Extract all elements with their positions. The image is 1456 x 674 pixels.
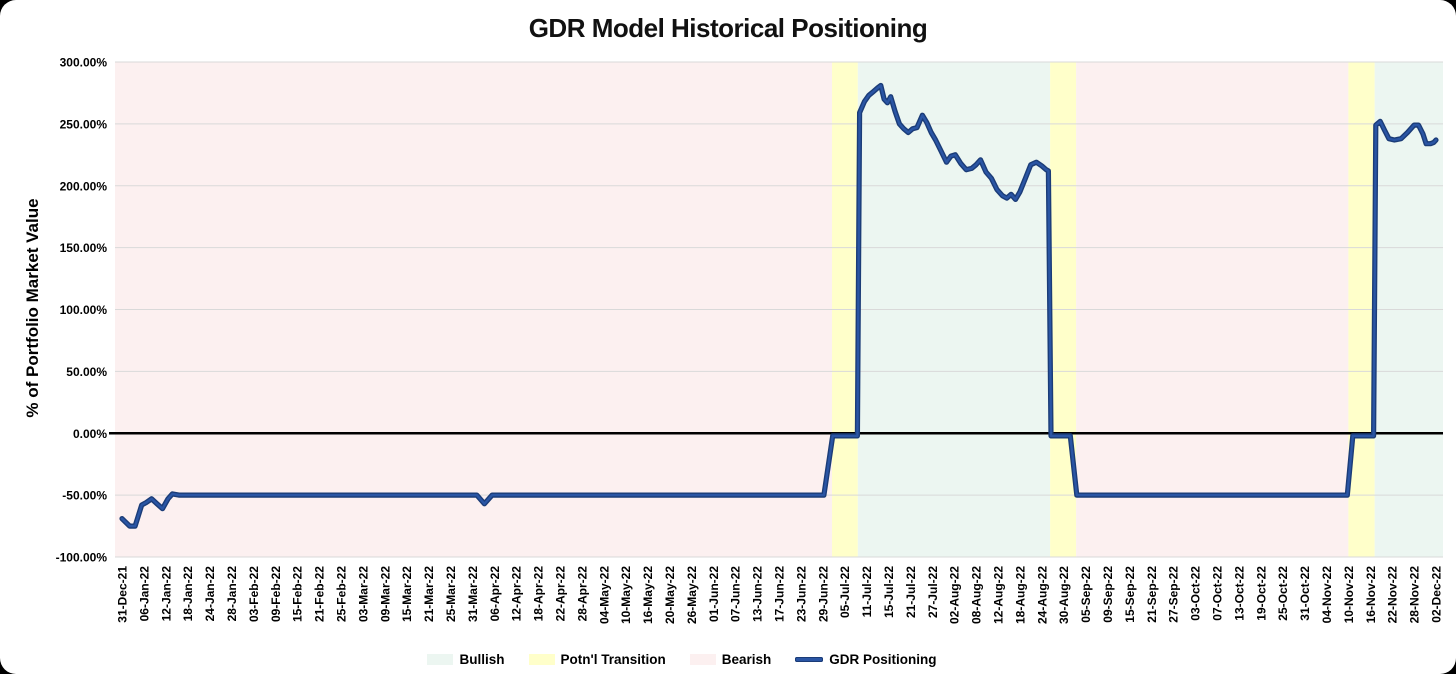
x-tick-label: 15-Feb-22 (291, 566, 305, 622)
x-tick-label: 24-Jan-22 (203, 566, 217, 622)
x-tick-label: 12-Jan-22 (159, 566, 173, 622)
x-tick-label: 02-Aug-22 (948, 566, 962, 624)
x-tick-label: 07-Oct-22 (1211, 566, 1225, 621)
line-swatch-icon (795, 657, 824, 662)
x-tick-label: 16-May-22 (641, 566, 655, 624)
y-tick-label: 250.00% (60, 117, 108, 131)
x-tick-label: 27-Jul-22 (926, 566, 940, 618)
x-tick-label: 21-Jul-22 (904, 566, 918, 618)
x-tick-label: 31-Oct-22 (1298, 566, 1312, 621)
x-tick-label: 01-Jun-22 (707, 566, 721, 622)
chart-title: GDR Model Historical Positioning (528, 13, 928, 43)
x-tick-label: 24-Aug-22 (1035, 566, 1049, 624)
x-tick-label: 13-Oct-22 (1232, 566, 1246, 621)
x-tick-label: 28-Nov-22 (1408, 566, 1422, 624)
x-tick-label: 22-Nov-22 (1386, 566, 1400, 624)
x-tick-label: 28-Apr-22 (575, 566, 589, 622)
x-tick-label: 21-Feb-22 (313, 566, 327, 622)
x-tick-label: 12-Aug-22 (992, 566, 1006, 624)
x-tick-label: 02-Dec-22 (1430, 566, 1444, 623)
x-tick-label: 04-Nov-22 (1320, 566, 1334, 624)
x-tick-label: 25-Oct-22 (1276, 566, 1290, 621)
x-tick-label: 03-Mar-22 (356, 566, 370, 622)
x-tick-label: 25-Feb-22 (335, 566, 349, 622)
x-tick-label: 11-Jul-22 (860, 566, 874, 618)
legend-item-gdr-positioning: GDR Positioning (795, 652, 937, 667)
y-tick-label: 100.00% (60, 303, 108, 317)
x-tick-label: 18-Jan-22 (181, 566, 195, 622)
y-tick-label: -50.00% (62, 489, 107, 503)
legend: Bullish Potn'l Transition Bearish GDR Po… (0, 652, 1410, 667)
y-tick-label: 50.00% (66, 365, 107, 379)
legend-label-bullish: Bullish (459, 652, 505, 667)
x-tick-label: 04-May-22 (597, 566, 611, 624)
x-tick-label: 06-Apr-22 (488, 566, 502, 622)
x-tick-label: 09-Sep-22 (1101, 566, 1115, 623)
x-tick-label: 10-May-22 (619, 566, 633, 624)
x-tick-label: 23-Jun-22 (794, 566, 808, 622)
x-tick-label: 27-Sep-22 (1167, 566, 1181, 623)
legend-label-bearish: Bearish (721, 652, 772, 667)
x-tick-label: 09-Mar-22 (378, 566, 392, 622)
x-tick-label: 17-Jun-22 (773, 566, 787, 622)
x-tick-label: 28-Jan-22 (225, 566, 239, 622)
x-tick-label: 06-Jan-22 (137, 566, 151, 622)
x-tick-label: 09-Feb-22 (269, 566, 283, 622)
x-tick-label: 05-Jul-22 (838, 566, 852, 618)
x-tick-label: 20-May-22 (663, 566, 677, 624)
x-tick-label: 29-Jun-22 (816, 566, 830, 622)
x-tick-label: 15-Mar-22 (400, 566, 414, 622)
x-tick-label: 18-Apr-22 (532, 566, 546, 622)
x-tick-label: 13-Jun-22 (751, 566, 765, 622)
x-tick-label: 21-Sep-22 (1145, 566, 1159, 623)
x-tick-label: 03-Feb-22 (247, 566, 261, 622)
x-tick-label: 19-Oct-22 (1254, 566, 1268, 621)
x-tick-label: 22-Apr-22 (554, 566, 568, 622)
x-tick-label: 18-Aug-22 (1013, 566, 1027, 624)
y-tick-label: 300.00% (60, 56, 108, 70)
y-tick-label: 150.00% (60, 241, 108, 255)
x-tick-label: 08-Aug-22 (970, 566, 984, 624)
y-tick-label: 0.00% (73, 427, 107, 441)
x-tick-label: 05-Sep-22 (1079, 566, 1093, 623)
x-tick-label: 12-Apr-22 (510, 566, 524, 622)
y-tick-label: -100.00% (56, 551, 108, 565)
x-tick-label: 21-Mar-22 (422, 566, 436, 622)
x-tick-label: 16-Nov-22 (1364, 566, 1378, 624)
legend-label-gdr-positioning: GDR Positioning (829, 652, 937, 667)
x-tick-label: 26-May-22 (685, 566, 699, 624)
x-tick-label: 25-Mar-22 (444, 566, 458, 622)
legend-item-transition: Potn'l Transition (528, 652, 666, 667)
x-tick-label: 31-Dec-21 (116, 566, 130, 623)
transition-swatch-icon (528, 654, 555, 665)
bearish-swatch-icon (689, 654, 716, 665)
x-tick-label: 10-Nov-22 (1342, 566, 1356, 624)
x-tick-label: 15-Sep-22 (1123, 566, 1137, 623)
bullish-swatch-icon (427, 654, 454, 665)
y-tick-label: 200.00% (60, 179, 108, 193)
legend-item-bearish: Bearish (689, 652, 772, 667)
x-tick-label: 15-Jul-22 (882, 566, 896, 618)
x-tick-label: 31-Mar-22 (466, 566, 480, 622)
x-tick-label: 07-Jun-22 (729, 566, 743, 622)
x-tick-label: 03-Oct-22 (1189, 566, 1203, 621)
x-tick-label: 30-Aug-22 (1057, 566, 1071, 624)
legend-label-transition: Potn'l Transition (560, 652, 666, 667)
legend-item-bullish: Bullish (427, 652, 505, 667)
series-line (120, 84, 1438, 528)
